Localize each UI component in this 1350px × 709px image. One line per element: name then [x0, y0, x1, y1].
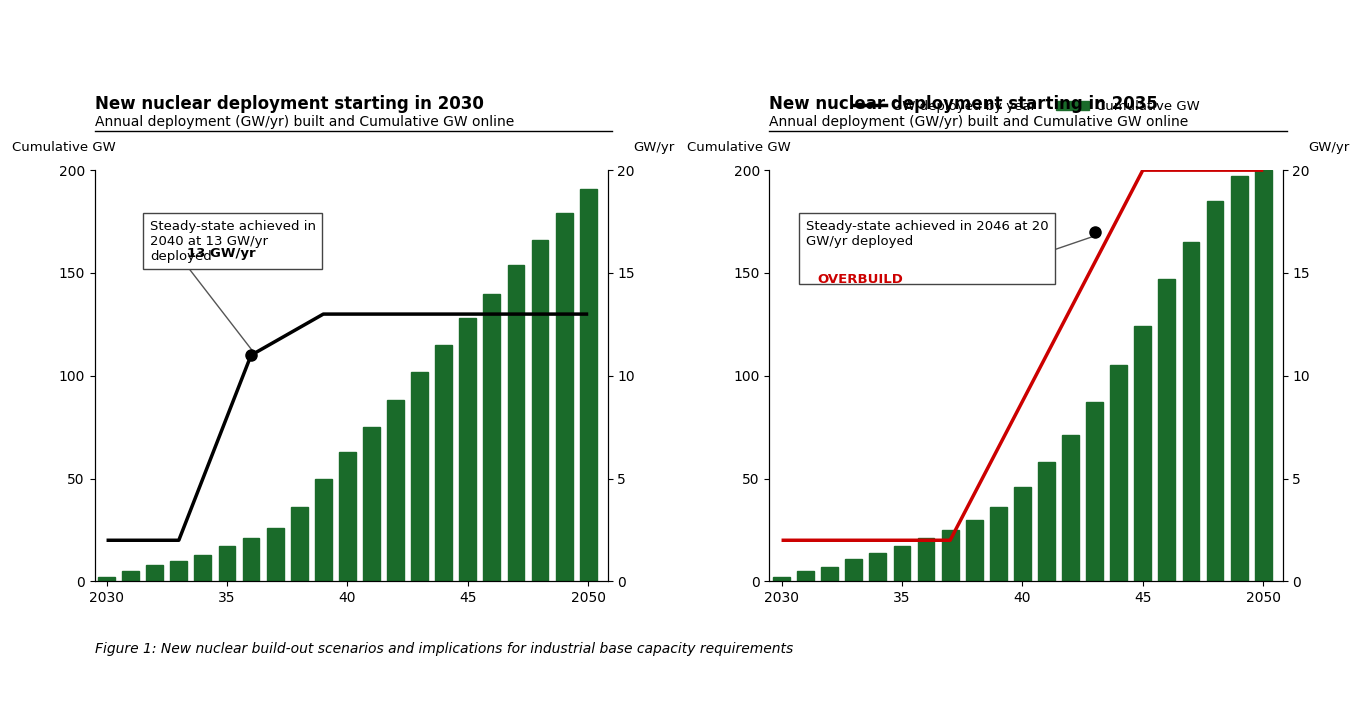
- Text: Annual deployment (GW/yr) built and Cumulative GW online: Annual deployment (GW/yr) built and Cumu…: [769, 115, 1189, 129]
- Bar: [508, 264, 524, 581]
- Bar: [1134, 326, 1152, 581]
- Bar: [219, 547, 235, 581]
- Bar: [942, 530, 958, 581]
- Bar: [435, 345, 452, 581]
- Bar: [1038, 462, 1054, 581]
- Bar: [243, 538, 259, 581]
- Bar: [483, 294, 501, 581]
- Bar: [532, 240, 548, 581]
- Bar: [459, 318, 477, 581]
- Bar: [965, 520, 983, 581]
- Bar: [845, 559, 863, 581]
- Bar: [774, 577, 790, 581]
- Bar: [1231, 177, 1247, 581]
- Bar: [990, 508, 1007, 581]
- Text: 13 GW/yr: 13 GW/yr: [188, 247, 256, 260]
- Bar: [1207, 201, 1223, 581]
- Bar: [146, 565, 163, 581]
- Bar: [315, 479, 332, 581]
- Text: GW/yr: GW/yr: [1308, 140, 1349, 154]
- Bar: [1183, 242, 1199, 581]
- Text: Steady-state achieved in
2040 at 13 GW/yr
deployed: Steady-state achieved in 2040 at 13 GW/y…: [150, 220, 316, 262]
- Bar: [1158, 279, 1176, 581]
- Text: New nuclear deployment starting in 2030: New nuclear deployment starting in 2030: [95, 96, 483, 113]
- Bar: [894, 547, 910, 581]
- Bar: [798, 571, 814, 581]
- Bar: [99, 577, 115, 581]
- Text: OVERBUILD: OVERBUILD: [818, 273, 903, 286]
- Text: Figure 1: New nuclear build-out scenarios and implications for industrial base c: Figure 1: New nuclear build-out scenario…: [95, 642, 792, 656]
- Bar: [170, 561, 188, 581]
- Bar: [579, 189, 597, 581]
- Bar: [123, 571, 139, 581]
- Bar: [412, 372, 428, 581]
- Bar: [1087, 403, 1103, 581]
- Text: Cumulative GW: Cumulative GW: [12, 140, 116, 154]
- Bar: [387, 401, 404, 581]
- Bar: [363, 427, 379, 581]
- Bar: [1110, 366, 1127, 581]
- Bar: [290, 508, 308, 581]
- Bar: [267, 528, 284, 581]
- Bar: [1062, 435, 1079, 581]
- Text: New nuclear deployment starting in 2035: New nuclear deployment starting in 2035: [769, 96, 1158, 113]
- Bar: [339, 452, 356, 581]
- Bar: [821, 567, 838, 581]
- Bar: [556, 213, 572, 581]
- Bar: [1014, 487, 1031, 581]
- Text: Cumulative GW: Cumulative GW: [687, 140, 791, 154]
- Legend: GW deployed by year, Cumulative GW: GW deployed by year, Cumulative GW: [848, 94, 1204, 118]
- Text: Steady-state achieved in 2046 at 20
GW/yr deployed: Steady-state achieved in 2046 at 20 GW/y…: [806, 220, 1048, 277]
- Bar: [869, 552, 887, 581]
- Bar: [1254, 170, 1272, 581]
- Text: GW/yr: GW/yr: [633, 140, 674, 154]
- Bar: [194, 554, 212, 581]
- Text: Annual deployment (GW/yr) built and Cumulative GW online: Annual deployment (GW/yr) built and Cumu…: [95, 115, 514, 129]
- Bar: [918, 538, 934, 581]
